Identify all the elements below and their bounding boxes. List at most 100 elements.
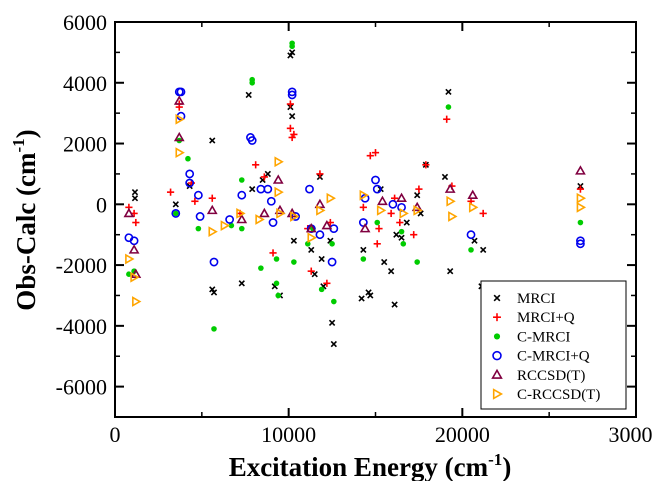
data-point: [126, 271, 132, 277]
data-point: [255, 214, 265, 225]
data-point: [185, 178, 195, 188]
data-point: [315, 230, 325, 240]
data-point: [274, 156, 284, 168]
data-point: [131, 195, 139, 202]
legend-entry: C-RCCSD(T): [492, 387, 600, 403]
data-point: [308, 246, 315, 254]
series-c-mrci-q: [124, 87, 585, 267]
data-point: [172, 210, 179, 217]
data-point: [290, 237, 298, 244]
data-point: [166, 188, 175, 196]
data-point: [358, 295, 365, 302]
data-point: [193, 190, 203, 200]
data-point: [360, 246, 367, 254]
y-axis-title-main: Obs-Calc (cm: [11, 152, 41, 311]
data-point: [276, 208, 286, 219]
y-axis-title-sup: -1: [9, 138, 28, 152]
data-point: [185, 155, 191, 162]
data-point: [329, 241, 335, 247]
series-mrci-q: [125, 100, 585, 287]
legend-marker: [492, 388, 504, 400]
data-point: [206, 204, 218, 215]
x-tick-label: 20000: [435, 422, 490, 447]
data-point: [307, 267, 315, 275]
data-point: [445, 88, 452, 96]
data-point: [328, 319, 336, 326]
data-point: [249, 79, 255, 86]
data-point: [291, 259, 297, 265]
data-point: [289, 43, 295, 50]
data-point: [316, 205, 326, 216]
data-point: [327, 257, 337, 267]
legend-marker: [493, 294, 501, 302]
data-point: [448, 211, 458, 222]
data-point: [359, 189, 369, 201]
data-point: [208, 226, 218, 238]
data-point: [376, 205, 387, 216]
data-point: [195, 225, 202, 232]
data-point: [209, 257, 219, 267]
data-point: [288, 49, 296, 56]
legend-entry: C-MRCI: [493, 329, 570, 345]
data-point: [249, 185, 256, 193]
data-point: [413, 205, 423, 216]
y-tick-label: -4000: [56, 314, 107, 339]
data-point: [326, 192, 336, 204]
legend-label: C-MRCI: [517, 329, 570, 345]
data-point: [258, 207, 270, 218]
data-point: [444, 183, 456, 193]
data-point: [175, 147, 185, 159]
data-point: [410, 231, 418, 239]
data-point: [447, 267, 454, 275]
data-point: [414, 192, 421, 199]
data-point: [367, 292, 374, 299]
data-point: [171, 209, 181, 218]
data-point: [256, 184, 266, 194]
data-point: [236, 213, 248, 224]
data-point: [305, 184, 314, 194]
data-point: [123, 207, 135, 218]
data-point: [191, 197, 199, 205]
data-point: [247, 136, 257, 145]
data-point: [176, 87, 186, 97]
data-point: [258, 265, 264, 271]
data-point: [132, 296, 142, 307]
data-point: [268, 218, 278, 227]
y-axis: -6000 -4000 -2000 0 2000 4000 6000: [56, 10, 636, 418]
data-point: [286, 100, 295, 108]
data-point: [128, 244, 140, 254]
data-point: [208, 194, 216, 202]
data-point: [373, 240, 381, 248]
data-point: [287, 90, 297, 100]
y-tick-label: -6000: [56, 375, 107, 400]
data-point: [245, 91, 252, 99]
data-point: [318, 286, 325, 293]
data-point: [125, 253, 135, 265]
legend: MRCI MRCI+Q C-MRCI C-MRCI+Q RCCSD(T) C-RCCSD(…: [480, 280, 627, 410]
data-point: [576, 185, 585, 193]
x-tick-label: 0: [110, 422, 121, 447]
data-point: [377, 195, 388, 206]
data-point: [311, 271, 318, 278]
data-point: [275, 292, 282, 299]
data-point: [209, 137, 216, 144]
x-tick-label: 30000: [609, 422, 653, 447]
data-point: [576, 201, 587, 213]
data-point: [330, 340, 337, 348]
data-point: [266, 196, 276, 206]
data-point: [576, 239, 585, 249]
data-point: [318, 255, 325, 263]
data-point: [260, 173, 268, 181]
data-point: [480, 246, 487, 254]
data-point: [374, 219, 381, 226]
data-point: [467, 189, 479, 199]
y-tick-label: 2000: [63, 132, 107, 157]
data-point: [366, 152, 374, 160]
y-tick-label: -2000: [56, 253, 107, 278]
data-point: [360, 256, 367, 262]
data-point: [396, 218, 404, 227]
legend-label: MRCI+Q: [517, 310, 575, 326]
data-point: [471, 237, 478, 244]
legend-label: C-RCCSD(T): [517, 387, 600, 403]
